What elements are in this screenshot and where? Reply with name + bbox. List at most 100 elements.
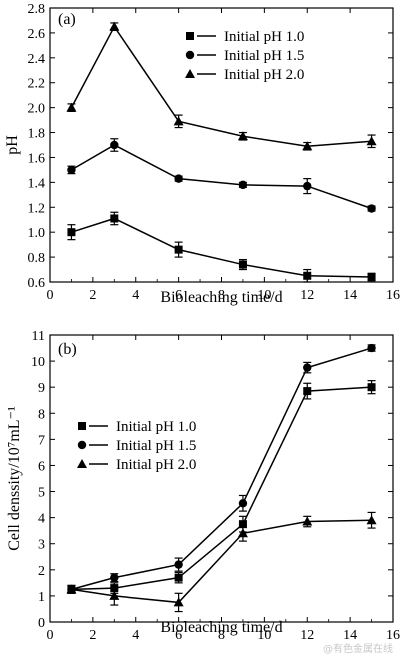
data-point — [174, 560, 183, 569]
data-point — [109, 590, 120, 600]
y-tick-label: 6 — [38, 459, 45, 474]
data-point — [109, 21, 120, 31]
legend-marker — [185, 69, 195, 78]
y-axis-title: Cell denssity/10⁷mL⁻¹ — [6, 406, 23, 551]
y-tick-label: 2.8 — [28, 2, 46, 17]
data-point — [67, 228, 76, 237]
series-line — [71, 519, 372, 604]
series-circle — [67, 138, 376, 213]
data-point — [174, 174, 183, 183]
series-triangle — [66, 21, 377, 151]
data-point — [237, 131, 248, 141]
y-tick-label: 3 — [38, 538, 45, 553]
series-line — [71, 217, 372, 278]
data-point — [110, 214, 119, 223]
x-tick-label: 6 — [175, 628, 182, 643]
series-line — [71, 144, 372, 210]
x-tick-label: 6 — [175, 288, 182, 303]
x-tick-label: 0 — [47, 288, 54, 303]
y-tick-label: 8 — [38, 407, 45, 422]
data-point — [238, 260, 247, 269]
legend-entry: Initial pH 1.0 — [186, 29, 304, 45]
data-point — [303, 363, 312, 372]
x-tick-label: 2 — [89, 288, 96, 303]
legend-label: Initial pH 1.0 — [224, 29, 304, 45]
data-point — [303, 387, 312, 396]
y-tick-label: 2.2 — [28, 77, 46, 92]
plot-frame — [49, 7, 394, 283]
series-square — [67, 211, 376, 283]
legend-label: Initial pH 2.0 — [224, 67, 304, 83]
legend-entry: Initial pH 1.0 — [78, 419, 196, 435]
data-point — [366, 136, 377, 146]
data-point — [66, 584, 77, 594]
data-point — [238, 499, 248, 508]
series-square — [67, 380, 376, 594]
y-tick-label: 10 — [31, 355, 45, 370]
x-tick-label: 4 — [132, 628, 139, 643]
x-tick-label: 10 — [257, 628, 271, 643]
x-tick-label: 14 — [343, 628, 357, 643]
x-tick-label: 4 — [132, 288, 139, 303]
watermark: @有色金属在线 — [323, 642, 393, 655]
data-point — [367, 383, 376, 392]
data-point — [110, 573, 119, 582]
data-point — [238, 520, 247, 529]
plot-frame — [49, 334, 394, 623]
y-tick-label: 2.6 — [28, 27, 46, 42]
legend-label: Initial pH 1.0 — [116, 419, 196, 435]
y-tick-label: 2 — [38, 564, 45, 579]
data-point — [302, 516, 313, 526]
y-tick-label: 1.8 — [28, 127, 46, 142]
y-tick-label: 5 — [38, 486, 45, 501]
y-tick-label: 1 — [38, 590, 45, 605]
data-point — [303, 271, 312, 280]
y-tick-label: 2.0 — [28, 102, 46, 117]
data-point — [174, 573, 183, 582]
x-tick-label: 0 — [47, 628, 54, 643]
legend-marker — [186, 32, 194, 40]
y-tick-label: 2.4 — [28, 52, 46, 67]
x-axis-title: Bioleaching time/d — [160, 619, 282, 636]
series-line — [70, 25, 372, 147]
data-point — [173, 597, 184, 607]
x-tick-label: 16 — [386, 288, 400, 303]
data-point — [302, 141, 313, 151]
x-tick-label: 12 — [300, 288, 314, 303]
legend-label: Initial pH 1.5 — [224, 48, 304, 64]
y-tick-label: 1.6 — [28, 151, 46, 166]
data-point — [367, 273, 376, 282]
y-tick-label: 7 — [38, 433, 45, 448]
y-tick-label: 0.8 — [28, 251, 46, 266]
y-tick-label: 11 — [32, 329, 45, 344]
data-point — [367, 204, 376, 213]
x-tick-label: 8 — [218, 628, 225, 643]
legend-entry: Initial pH 1.5 — [77, 438, 196, 454]
legend-marker — [77, 440, 87, 450]
legend-entry: Initial pH 2.0 — [185, 67, 304, 83]
legend-entry: Initial pH 2.0 — [77, 457, 196, 473]
y-tick-label: 1.4 — [28, 176, 46, 191]
panel-label: (a) — [58, 11, 76, 28]
x-tick-label: 8 — [218, 288, 225, 303]
y-tick-label: 9 — [38, 381, 45, 396]
data-point — [110, 140, 119, 150]
data-point — [66, 102, 77, 112]
chart-panel-a: 0 2 4 6 8 10 12 14 16 0.6 0.8 1.0 1.2 1.4 1.6 1.8 2.0 2.2… — [4, 2, 400, 306]
legend-marker — [185, 50, 195, 60]
y-tick-label: 1.0 — [28, 226, 46, 241]
y-tick-label: 1.2 — [28, 201, 46, 216]
panel-label: (b) — [58, 341, 77, 358]
y-tick-label: 0 — [38, 616, 45, 631]
data-point — [303, 181, 312, 191]
data-point — [367, 343, 376, 353]
legend-label: Initial pH 2.0 — [116, 457, 196, 473]
legend-marker — [77, 459, 87, 468]
data-point — [173, 116, 184, 126]
data-point — [366, 515, 377, 525]
data-point — [238, 180, 248, 190]
series-line — [71, 347, 372, 591]
x-tick-label: 14 — [343, 288, 357, 303]
